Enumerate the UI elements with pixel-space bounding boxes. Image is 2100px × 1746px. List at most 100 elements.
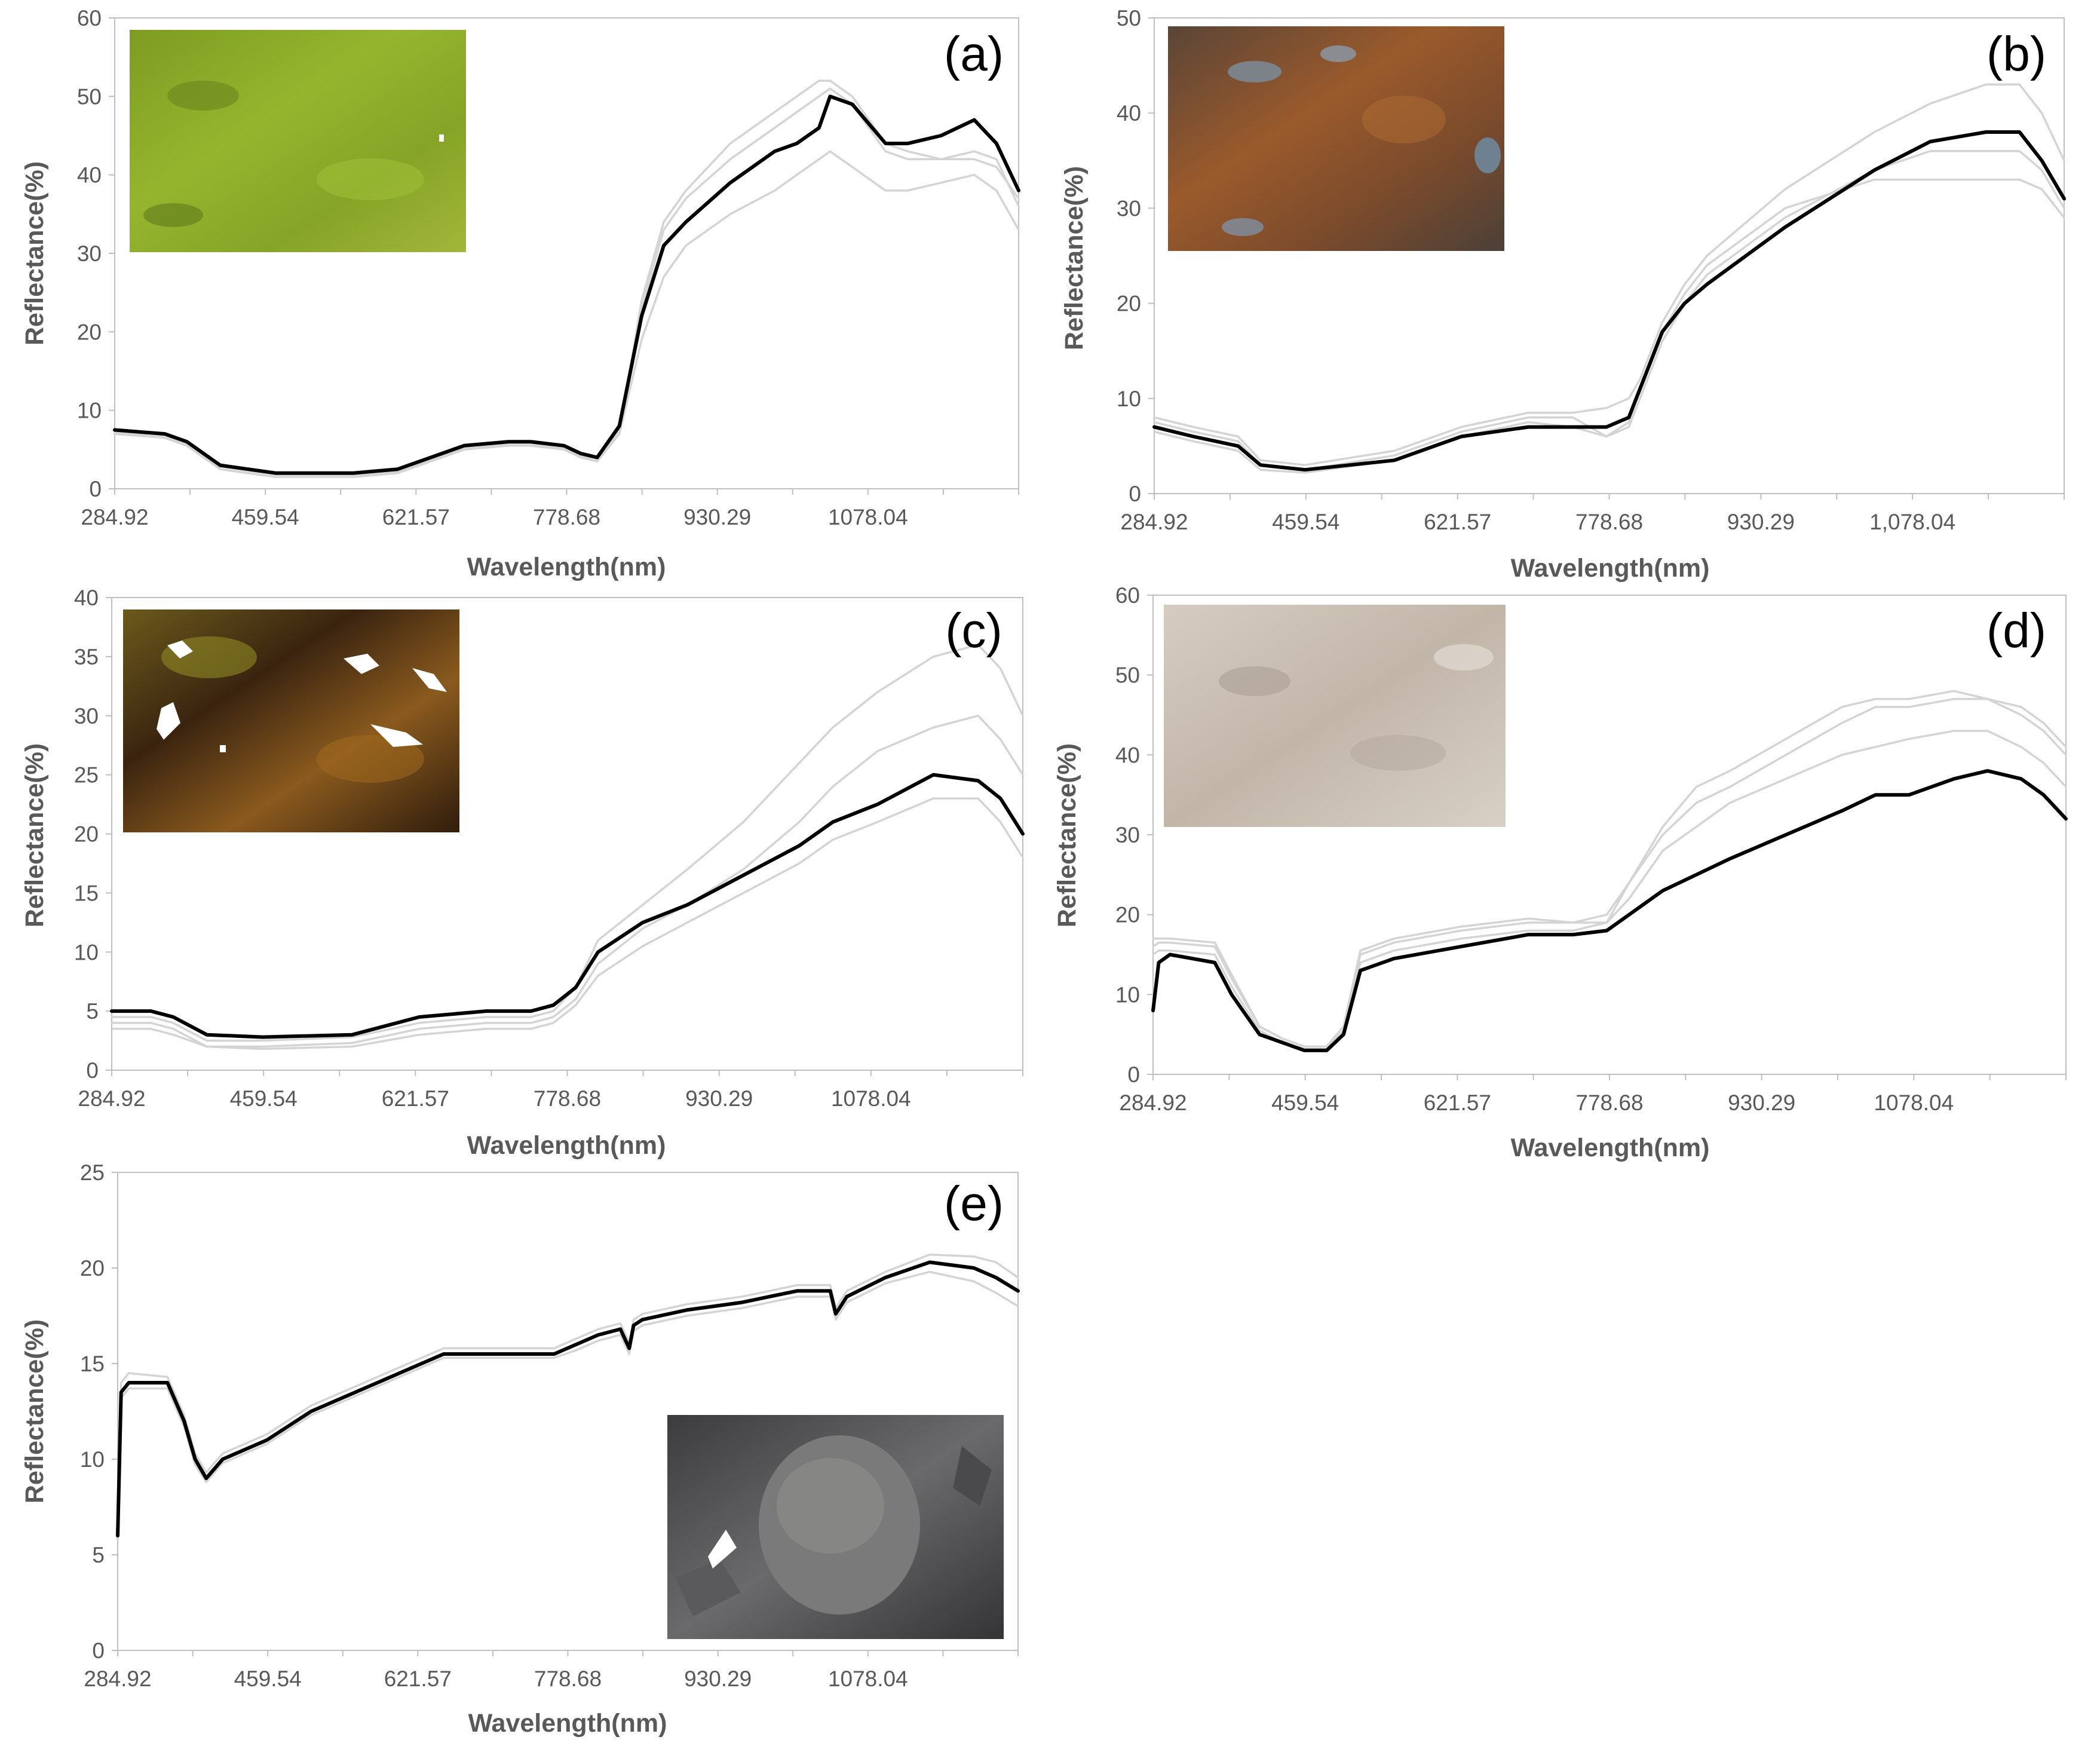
- panel-b-label: (b): [1986, 27, 2046, 81]
- panel-b-plot: 0 10 20 30 40 50 284.92 459.54 621.57 778.68 930.2…: [1117, 6, 2066, 534]
- panel-a-ytick-label: 60: [77, 6, 102, 30]
- panel-b: 0 10 20 30 40 50 284.92 459.54 621.57 778.68 930.2…: [1060, 6, 2066, 583]
- panel-d: 0 10 20 30 40 50 60 284.92 459.54 621.57 778.68 930…: [1053, 583, 2068, 1162]
- panel-b-series-sample-1: [1153, 83, 2065, 466]
- panel-d-ytick-label: 60: [1115, 583, 1140, 608]
- panel-b-ytick-label: 0: [1129, 482, 1141, 506]
- panel-d-series-mean: [1151, 769, 2068, 1052]
- panel-e-xtick-label: 621.57: [384, 1667, 452, 1691]
- panel-d-ytick-label: 40: [1115, 743, 1140, 767]
- panel-a-plot: 0 10 20 30 40 50 60 284.92 459.54 621.57 778.68 930…: [77, 6, 1020, 529]
- panel-e-series-mean: [116, 1260, 1020, 1537]
- panel-b-xlabel: Wavelength(nm): [1511, 554, 1710, 583]
- panel-e-ytick-label: 10: [80, 1447, 105, 1472]
- panel-e-ytick-label: 0: [92, 1638, 105, 1663]
- panel-d-series-sample-2: [1152, 730, 2067, 1050]
- panel-c-label: (c): [945, 604, 1003, 658]
- panel-e-xtick-label: 778.68: [534, 1667, 602, 1691]
- panel-d-xlabel: Wavelength(nm): [1511, 1134, 1710, 1162]
- panel-a-xtick-label: 284.92: [81, 505, 148, 529]
- panel-b-xtick-label: 930.29: [1727, 510, 1795, 534]
- panel-a-ylabel: Reflectance(%): [20, 161, 49, 345]
- panel-c-ytick-label: 10: [74, 940, 99, 964]
- panel-c-xtick-label: 459.54: [230, 1086, 298, 1111]
- panel-c-xtick-label: 1078.04: [831, 1086, 911, 1111]
- panel-d-xtick-label: 621.57: [1424, 1091, 1491, 1115]
- panel-a-xtick-label: 459.54: [232, 505, 299, 529]
- panel-e-xtick-label: 459.54: [234, 1667, 302, 1691]
- panel-d-ytick-label: 30: [1115, 823, 1140, 847]
- panel-e-plot: 0 5 10 15 20 25 284.92 459.54 621.57 778.68 930.29…: [80, 1160, 1020, 1691]
- panel-e-xtick-label: 930.29: [684, 1667, 752, 1691]
- panel-e-photo: [667, 1415, 1004, 1639]
- panel-b-xtick-label: 459.54: [1272, 510, 1339, 534]
- panel-d-ytick-label: 10: [1115, 982, 1140, 1007]
- panel-e-ytick-label: 5: [92, 1543, 105, 1567]
- panel-b-ytick-label: 50: [1117, 6, 1141, 30]
- panel-c-xtick-label: 930.29: [685, 1086, 753, 1111]
- panel-e-ytick-label: 25: [80, 1160, 105, 1185]
- panel-c-ylabel: Reflectance(%): [20, 743, 49, 927]
- panel-e-xtick-label: 1078.04: [828, 1667, 908, 1691]
- panel-b-xtick-label: 621.57: [1424, 510, 1491, 534]
- panel-a: 0 10 20 30 40 50 60 284.92 459.54 621.57 778.68 930…: [20, 6, 1020, 581]
- panel-c-xlabel: Wavelength(nm): [467, 1131, 666, 1160]
- panel-b-ytick-label: 20: [1117, 292, 1141, 316]
- panel-d-xtick-label: 778.68: [1575, 1091, 1643, 1115]
- panel-e-xlabel: Wavelength(nm): [468, 1709, 667, 1738]
- panel-e-series-sample-2: [117, 1270, 1019, 1541]
- panel-d-xtick-label: 284.92: [1119, 1091, 1187, 1115]
- panel-e-ytick-label: 20: [80, 1256, 105, 1281]
- panel-d-xtick-label: 459.54: [1271, 1091, 1339, 1115]
- panel-c-xtick-label: 621.57: [382, 1086, 449, 1111]
- panel-c-series-sample-3: [111, 797, 1024, 1050]
- panel-c-ytick-label: 35: [74, 645, 99, 669]
- panel-c-ytick-label: 0: [86, 1058, 99, 1083]
- panel-d-photo: [1164, 605, 1506, 827]
- panel-c-ytick-label: 20: [74, 822, 99, 847]
- panel-a-ytick-label: 40: [77, 163, 102, 188]
- panel-a-series-sample-2: [114, 150, 1020, 479]
- panel-d-xtick-label: 930.29: [1728, 1091, 1795, 1115]
- panel-c-series-mean: [110, 773, 1025, 1039]
- panel-a-xtick-label: 1078.04: [828, 505, 908, 529]
- panel-c-plot: 0 5 10 15 20 25 30 35 40 284.92 459.54 621.57 778.68…: [74, 586, 1025, 1111]
- panel-c-xtick-label: 778.68: [534, 1086, 601, 1111]
- panel-e-ytick-label: 15: [80, 1352, 105, 1376]
- panel-c-ytick-label: 40: [74, 586, 99, 610]
- panel-c-xtick-label: 284.92: [78, 1086, 145, 1111]
- panel-a-xlabel: Wavelength(nm): [467, 553, 666, 581]
- panel-a-series-mean: [113, 94, 1020, 475]
- panel-a-ytick-label: 0: [89, 477, 102, 501]
- panel-e-ylabel: Reflectance(%): [20, 1319, 49, 1503]
- panel-b-photo: [1168, 26, 1504, 251]
- panel-b-xtick-label: 778.68: [1575, 510, 1643, 534]
- panel-a-ytick-label: 30: [77, 241, 102, 266]
- panel-c: 0 5 10 15 20 25 30 35 40 284.92 459.54 621.57 778.68…: [20, 586, 1025, 1160]
- panel-a-label: (a): [944, 27, 1004, 81]
- panel-d-series-sample-3: [1152, 690, 2067, 1047]
- panel-c-series-sample-1: [111, 644, 1024, 1042]
- panel-a-ytick-label: 10: [77, 399, 102, 423]
- panel-e-series-sample-1: [117, 1253, 1019, 1527]
- panel-a-xtick-label: 778.68: [533, 505, 600, 529]
- panel-c-ytick-label: 25: [74, 763, 99, 788]
- panel-e-xtick-label: 284.92: [84, 1667, 151, 1691]
- panel-e-label: (e): [944, 1177, 1004, 1231]
- panel-a-xtick-label: 621.57: [382, 505, 450, 529]
- panel-b-ytick-label: 30: [1117, 196, 1141, 220]
- panel-b-xtick-label: 284.92: [1120, 510, 1188, 534]
- panel-a-xtick-label: 930.29: [683, 505, 751, 529]
- panel-c-ytick-label: 5: [86, 999, 99, 1024]
- panel-d-ylabel: Reflectance(%): [1053, 743, 1081, 927]
- panel-b-ylabel: Reflectance(%): [1060, 166, 1089, 350]
- panel-d-label: (d): [1986, 604, 2046, 658]
- panel-e: 0 5 10 15 20 25 284.92 459.54 621.57 778.68 930.29…: [20, 1160, 1020, 1738]
- panel-b-ytick-label: 10: [1117, 387, 1141, 411]
- panel-a-ytick-label: 50: [77, 84, 102, 109]
- panel-c-series-sample-2: [111, 715, 1024, 1048]
- panel-c-ytick-label: 15: [74, 881, 99, 905]
- panel-c-photo: [123, 609, 459, 832]
- panel-d-ytick-label: 50: [1115, 663, 1140, 688]
